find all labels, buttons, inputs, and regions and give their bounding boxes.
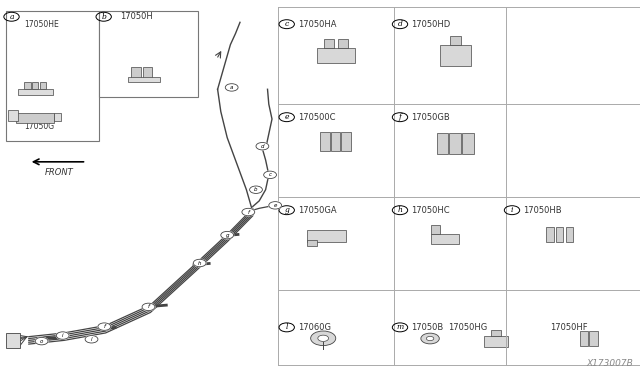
Circle shape <box>310 331 336 346</box>
Circle shape <box>318 335 328 341</box>
Text: f: f <box>104 324 105 329</box>
Bar <box>6 11 99 141</box>
Bar <box>18 89 53 95</box>
Bar <box>546 227 554 241</box>
Bar <box>24 82 31 89</box>
Text: f: f <box>248 209 249 215</box>
Bar <box>40 82 46 89</box>
Bar <box>32 82 38 89</box>
Bar <box>556 227 563 241</box>
Bar <box>99 11 198 97</box>
Text: 17050B: 17050B <box>412 323 444 332</box>
Bar <box>331 132 340 151</box>
Bar <box>317 48 355 63</box>
Text: 17050HE: 17050HE <box>24 20 59 29</box>
Bar <box>307 230 346 241</box>
Text: c: c <box>285 20 289 28</box>
Text: a: a <box>9 13 14 21</box>
Text: l: l <box>91 337 92 342</box>
Bar <box>307 240 317 246</box>
Bar <box>431 225 440 234</box>
Text: m: m <box>396 323 404 331</box>
Text: 17050HA: 17050HA <box>298 20 337 29</box>
Bar <box>131 67 141 78</box>
Bar <box>324 39 334 48</box>
Text: e: e <box>284 113 289 121</box>
Text: g: g <box>225 232 229 238</box>
Text: f: f <box>148 304 149 310</box>
Circle shape <box>98 323 111 330</box>
Text: FRONT: FRONT <box>45 168 73 177</box>
Text: 17050HC: 17050HC <box>412 206 450 215</box>
Circle shape <box>269 202 282 209</box>
Text: 17060G: 17060G <box>298 323 332 332</box>
Bar <box>589 331 598 346</box>
Text: l: l <box>285 323 288 331</box>
Bar <box>16 113 54 123</box>
Bar <box>341 132 351 151</box>
Text: g: g <box>284 206 289 214</box>
Text: 17050H: 17050H <box>120 12 152 21</box>
Bar <box>484 336 508 347</box>
Bar <box>580 331 588 346</box>
Text: 17050HB: 17050HB <box>524 206 562 215</box>
Bar <box>566 227 573 241</box>
Bar <box>8 110 18 121</box>
Circle shape <box>221 231 234 239</box>
Bar <box>6 333 20 348</box>
Circle shape <box>85 336 98 343</box>
Text: 17050G: 17050G <box>24 122 54 131</box>
Circle shape <box>250 186 262 193</box>
Circle shape <box>35 337 48 345</box>
Circle shape <box>56 332 69 339</box>
Text: f: f <box>399 113 401 121</box>
Bar <box>143 67 152 78</box>
Bar <box>492 330 500 336</box>
Text: h: h <box>397 206 403 214</box>
Text: a: a <box>230 85 234 90</box>
Bar <box>54 113 61 121</box>
Bar <box>436 132 449 154</box>
Text: 170500C: 170500C <box>298 113 336 122</box>
Bar <box>449 132 461 154</box>
Bar <box>431 234 459 244</box>
Text: o: o <box>40 339 44 344</box>
Text: 17050HD: 17050HD <box>412 20 451 29</box>
Text: b: b <box>101 13 106 21</box>
Text: e: e <box>273 203 277 208</box>
Text: b: b <box>254 187 258 192</box>
Bar <box>338 39 348 48</box>
Bar <box>450 36 461 45</box>
Text: d: d <box>260 144 264 149</box>
Circle shape <box>421 333 439 344</box>
Circle shape <box>142 303 155 311</box>
Bar <box>128 77 160 82</box>
Text: i: i <box>511 206 513 214</box>
Circle shape <box>264 171 276 179</box>
Text: c: c <box>269 172 271 177</box>
Text: 17050GA: 17050GA <box>298 206 337 215</box>
Circle shape <box>426 336 434 341</box>
Circle shape <box>242 208 255 216</box>
Text: X173007B: X173007B <box>587 359 634 368</box>
Circle shape <box>256 142 269 150</box>
Circle shape <box>225 84 238 91</box>
Bar <box>440 45 471 66</box>
Bar <box>321 132 330 151</box>
Text: h: h <box>198 260 202 266</box>
Text: 17050GB: 17050GB <box>412 113 451 122</box>
Bar <box>462 132 474 154</box>
Text: 17050HF: 17050HF <box>550 323 588 332</box>
Text: i: i <box>62 333 63 338</box>
Text: 17050HG: 17050HG <box>448 323 487 332</box>
Text: d: d <box>397 20 403 28</box>
Circle shape <box>193 259 206 267</box>
